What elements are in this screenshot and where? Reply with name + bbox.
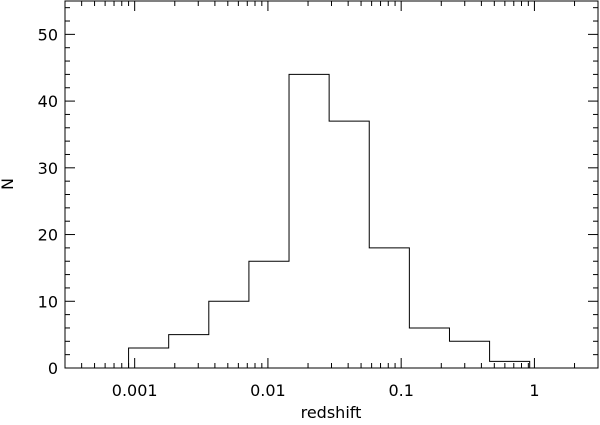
- x-tick-label: 1: [529, 381, 539, 400]
- plot-frame: [64, 0, 599, 369]
- y-tick-label: 50: [38, 25, 58, 44]
- x-axis-label: redshift: [301, 403, 362, 422]
- y-axis-ticks: 0 10 20 30 40 50: [38, 7, 598, 378]
- y-tick-label: 0: [48, 359, 58, 378]
- y-tick-label: 10: [38, 292, 58, 311]
- x-tick-label: 0.01: [250, 381, 286, 400]
- y-axis-label: N: [0, 178, 17, 190]
- x-tick-label: 0.001: [112, 381, 158, 400]
- x-axis-ticks: 0.001 0.01 0.1 1: [64, 1, 599, 400]
- x-tick-label: 0.1: [388, 381, 413, 400]
- y-tick-label: 30: [38, 159, 58, 178]
- histogram-steps: [128, 73, 531, 368]
- y-tick-label: 40: [38, 92, 58, 111]
- y-tick-label: 20: [38, 226, 58, 245]
